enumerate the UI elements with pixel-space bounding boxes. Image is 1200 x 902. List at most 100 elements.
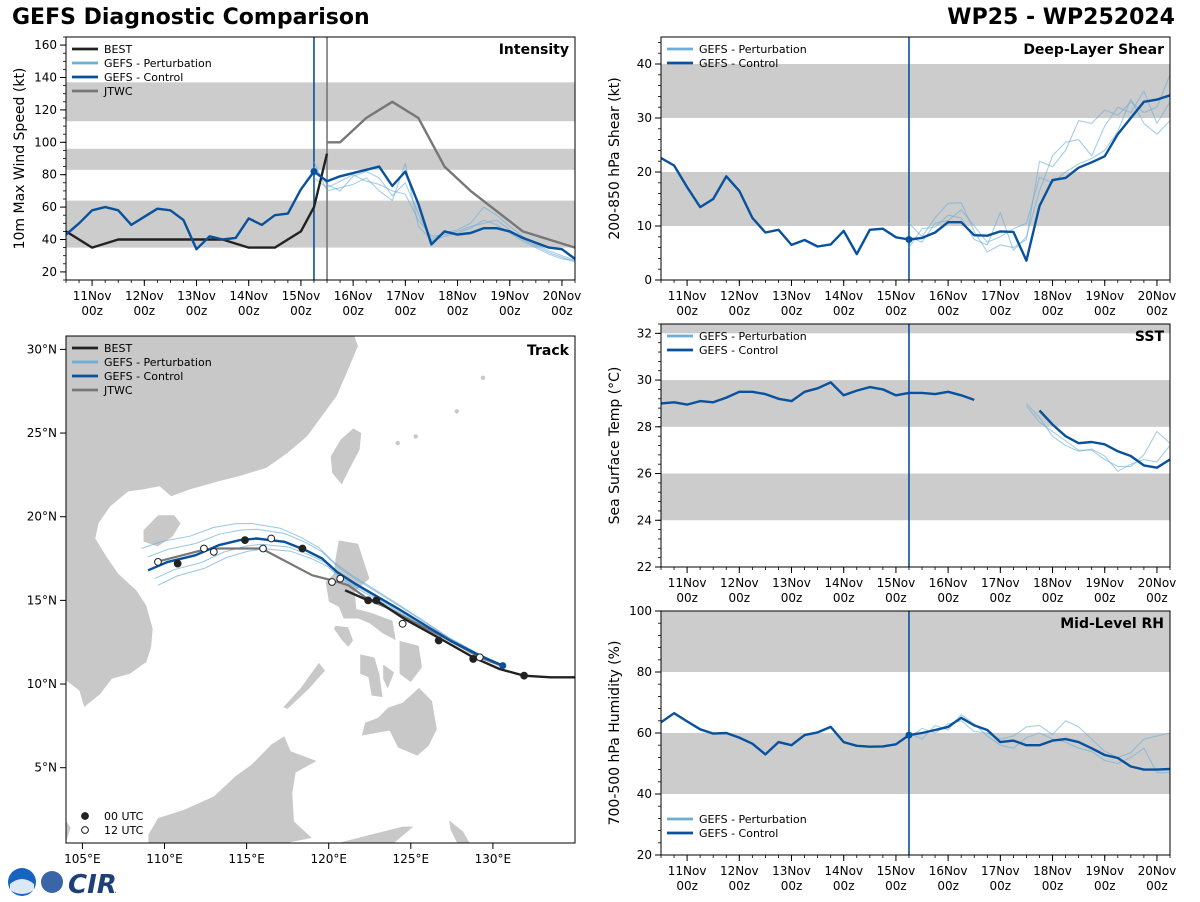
x-tick-label-date: 17Nov: [981, 576, 1020, 590]
x-tick-label-date: 19Nov: [1085, 289, 1124, 303]
track-point-12utc: [267, 534, 276, 543]
cira-logo-text: CIRA: [68, 870, 116, 898]
plot-frame: [660, 36, 1171, 281]
logo-area: CIRA: [4, 866, 137, 900]
x-tick-label-date: 11Nov: [668, 864, 707, 878]
x-tick-label-hour: 00z: [1042, 304, 1064, 318]
y-tick-label: 120: [34, 103, 57, 117]
track-point-12utc: [200, 544, 208, 553]
x-tick-label-hour: 00z: [342, 304, 364, 318]
y-tick-label: 32: [637, 326, 652, 340]
y-tick-label: 80: [42, 168, 57, 182]
y-tick-label: 40: [637, 787, 652, 801]
y-tick-label: 20°N: [27, 510, 57, 524]
panel-title: Intensity: [499, 42, 569, 58]
x-tick-label: 105°E: [64, 852, 101, 866]
legend-label: GEFS - Control: [104, 370, 183, 383]
panel-title: Mid-Level RH: [1060, 616, 1164, 632]
shaded-band: [661, 380, 1170, 427]
x-tick-label-hour: 00z: [990, 879, 1012, 893]
track-point-12utc: [259, 544, 267, 553]
x-tick-label-date: 11Nov: [668, 289, 707, 303]
panel-title: SST: [1135, 329, 1165, 345]
y-tick-label: 40: [637, 57, 652, 71]
x-tick-label-date: 19Nov: [1085, 864, 1124, 878]
y-tick-label: 20: [637, 165, 652, 179]
legend-label: BEST: [104, 43, 132, 56]
x-tick-label-date: 16Nov: [334, 289, 373, 303]
land-islet: [395, 440, 400, 446]
x-tick-label-hour: 00z: [781, 591, 803, 605]
land-taiwan: [330, 427, 362, 486]
x-tick-label-date: 12Nov: [720, 289, 759, 303]
plot-frame: [65, 335, 576, 844]
x-tick-label-hour: 00z: [676, 879, 698, 893]
x-tick-label-date: 20Nov: [1138, 576, 1177, 590]
x-tick-label-date: 12Nov: [720, 576, 759, 590]
x-tick-label-hour: 00z: [238, 304, 260, 318]
x-tick-label-hour: 00z: [395, 304, 417, 318]
y-tick-label: 20: [637, 848, 652, 862]
land-visayas: [359, 653, 384, 698]
series-gefs-perturbation: [908, 74, 1170, 253]
shaded-band: [66, 82, 575, 122]
land-mindoro: [333, 625, 354, 648]
series-gefs-control: [661, 381, 975, 406]
series-gefs-perturbation: [313, 174, 575, 263]
series-gefs-perturbation: [1025, 405, 1170, 468]
x-tick-label: 120°E: [310, 852, 347, 866]
y-axis-label: 700-500 hPa Humidity (%): [607, 641, 623, 826]
legend-label: JTWC: [103, 85, 133, 98]
land-mindanao: [361, 686, 438, 757]
legend-label: JTWC: [103, 384, 133, 397]
series-gefs-control: [908, 716, 1170, 771]
x-tick-label-hour: 00z: [447, 304, 469, 318]
x-tick-label-date: 19Nov: [490, 289, 529, 303]
land-islet: [480, 375, 486, 381]
y-tick-label: 5°N: [34, 761, 57, 775]
x-tick-label-hour: 00z: [885, 304, 907, 318]
land-islet: [413, 434, 418, 439]
x-tick-label-hour: 00z: [1146, 879, 1168, 893]
land-asia-mainland: [66, 336, 359, 709]
track-perturbation: [141, 522, 504, 667]
y-tick-label: 100: [34, 135, 57, 149]
x-tick-label: 115°E: [228, 852, 265, 866]
x-tick-label-date: 16Nov: [929, 289, 968, 303]
x-tick-label-hour: 00z: [1042, 879, 1064, 893]
series-gefs-control: [313, 165, 575, 260]
x-tick-label: 110°E: [146, 852, 183, 866]
x-tick-label-date: 20Nov: [1138, 289, 1177, 303]
x-tick-label-date: 15Nov: [877, 576, 916, 590]
x-tick-label: 130°E: [475, 852, 512, 866]
x-tick-label-hour: 00z: [290, 304, 312, 318]
x-tick-label-date: 16Nov: [929, 576, 968, 590]
land-cebu: [382, 663, 395, 690]
x-tick-label-date: 16Nov: [929, 864, 968, 878]
shaded-band: [66, 148, 575, 170]
x-tick-label-hour: 00z: [729, 591, 751, 605]
legend-label: 00 UTC: [104, 810, 144, 823]
x-tick-label-hour: 00z: [551, 304, 573, 318]
init-marker: [905, 731, 913, 739]
x-tick-label-hour: 00z: [885, 591, 907, 605]
panel-rh: 2040608010011Nov00z12Nov00z13Nov00z14Nov…: [607, 604, 1176, 893]
legend-label: GEFS - Control: [699, 827, 778, 840]
x-tick-label-hour: 00z: [781, 879, 803, 893]
track-point-12utc: [154, 557, 162, 566]
x-tick-label-date: 18Nov: [438, 289, 477, 303]
x-tick-label-date: 18Nov: [1033, 289, 1072, 303]
x-tick-label-hour: 00z: [1094, 879, 1116, 893]
legend-label: GEFS - Perturbation: [699, 330, 807, 343]
shaded-band: [661, 473, 1170, 521]
track-point-00utc: [241, 536, 249, 545]
y-tick-label: 20: [42, 265, 57, 279]
init-marker: [905, 236, 913, 243]
y-tick-label: 60: [637, 726, 652, 740]
storm-id-title: WP25 - WP252024: [947, 5, 1175, 30]
track-point-12utc: [328, 578, 336, 586]
legend-label: GEFS - Perturbation: [699, 813, 807, 826]
x-tick-label-date: 14Nov: [229, 289, 268, 303]
legend-label: GEFS - Perturbation: [699, 43, 807, 56]
x-tick-label-hour: 00z: [134, 304, 156, 318]
